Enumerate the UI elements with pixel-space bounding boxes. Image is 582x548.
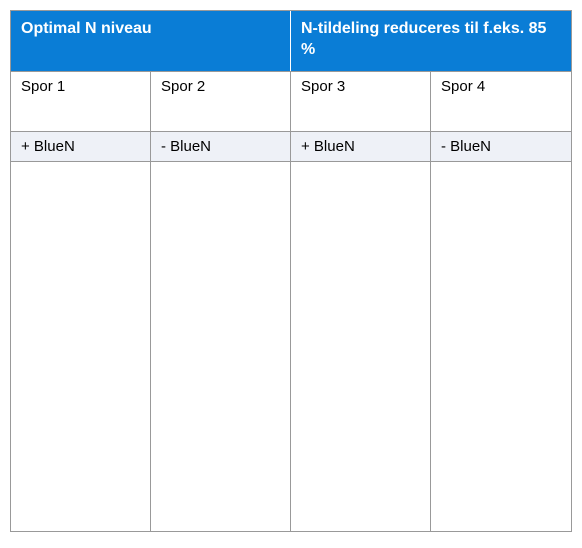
bluen-cell-1: + BlueN (11, 131, 151, 161)
header-cell-optimal: Optimal N niveau (11, 11, 291, 71)
spor-cell-2: Spor 2 (151, 71, 291, 131)
bluen-cell-4: - BlueN (431, 131, 571, 161)
experiment-table: Optimal N niveau N-tildeling reduceres t… (10, 10, 572, 532)
spor-row: Spor 1 Spor 2 Spor 3 Spor 4 (11, 71, 571, 131)
spor-cell-4: Spor 4 (431, 71, 571, 131)
header-row: Optimal N niveau N-tildeling reduceres t… (11, 11, 571, 71)
bluen-cell-3: + BlueN (291, 131, 431, 161)
spor-cell-3: Spor 3 (291, 71, 431, 131)
empty-cell-1 (11, 161, 151, 531)
empty-cell-3 (291, 161, 431, 531)
bluen-row: + BlueN - BlueN + BlueN - BlueN (11, 131, 571, 161)
header-cell-reduced: N-tildeling reduceres til f.eks. 85 % (291, 11, 571, 71)
empty-cell-2 (151, 161, 291, 531)
bluen-cell-2: - BlueN (151, 131, 291, 161)
empty-row (11, 161, 571, 531)
empty-cell-4 (431, 161, 571, 531)
spor-cell-1: Spor 1 (11, 71, 151, 131)
